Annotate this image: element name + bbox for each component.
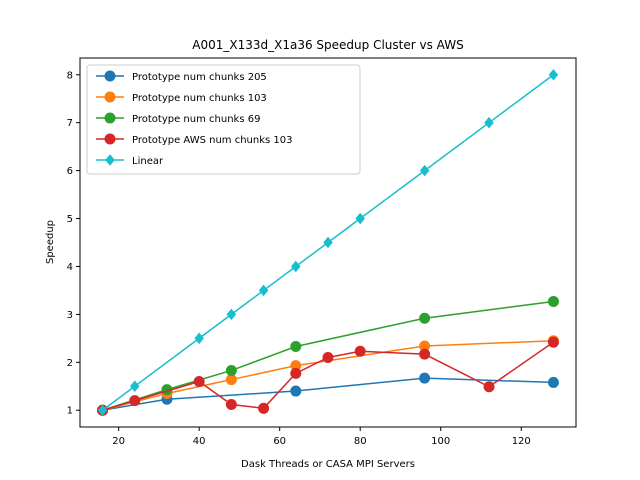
y-tick-label: 4 — [67, 262, 73, 273]
data-point — [226, 308, 237, 321]
x-tick-label: 20 — [112, 436, 125, 447]
series-4 — [97, 336, 559, 416]
legend-marker — [105, 154, 115, 166]
x-tick-label: 80 — [354, 436, 367, 447]
data-point — [419, 372, 431, 384]
data-point — [258, 284, 269, 297]
data-point — [225, 364, 237, 376]
data-point — [322, 352, 334, 364]
y-tick-label: 3 — [67, 310, 73, 321]
data-point — [194, 332, 204, 345]
legend-item: Prototype num chunks 69 — [96, 112, 260, 125]
legend-item: Linear — [96, 154, 164, 167]
series-line — [102, 339, 554, 411]
data-point — [419, 312, 431, 324]
legend-label: Prototype num chunks 205 — [132, 72, 267, 83]
data-point — [484, 116, 494, 129]
legend-item: Prototype AWS num chunks 103 — [96, 133, 293, 146]
y-tick-label: 5 — [67, 214, 73, 225]
data-point — [290, 385, 302, 397]
legend-label: Prototype num chunks 103 — [132, 93, 267, 104]
legend: Prototype num chunks 205 Prototype num ch… — [86, 64, 361, 175]
legend-label: Linear — [132, 156, 164, 167]
legend-marker — [104, 91, 116, 103]
series-line — [102, 300, 554, 411]
data-point — [354, 345, 366, 357]
x-tick-label: 40 — [193, 436, 206, 447]
x-axis-ticks: 20 40 60 80 100 120 — [112, 427, 531, 447]
x-axis-label: Dask Threads or CASA MPI Servers — [241, 459, 415, 470]
y-tick-label: 8 — [67, 70, 73, 81]
y-tick-label: 1 — [67, 406, 73, 417]
chart-title: A001_X133d_X1a36 Speedup Cluster vs AWS — [192, 38, 463, 52]
series-5 — [97, 68, 559, 417]
data-point — [419, 164, 430, 177]
data-point — [419, 348, 431, 360]
data-point — [547, 376, 559, 388]
data-point — [290, 367, 302, 379]
data-point — [548, 68, 559, 81]
data-point — [355, 212, 365, 225]
data-point — [547, 295, 559, 307]
y-axis-ticks: 1 2 3 4 5 6 7 8 — [67, 70, 80, 417]
data-point — [193, 375, 205, 387]
data-point — [225, 398, 237, 410]
plot-area — [97, 68, 559, 417]
x-tick-label: 100 — [431, 436, 450, 447]
legend-marker — [104, 70, 116, 82]
data-point — [547, 336, 559, 348]
y-tick-label: 2 — [67, 358, 73, 369]
x-tick-label: 60 — [273, 436, 286, 447]
data-point — [291, 260, 301, 273]
y-tick-label: 6 — [67, 166, 73, 177]
data-point — [225, 374, 237, 386]
data-point — [97, 404, 108, 417]
data-point — [258, 402, 270, 414]
plot-frame — [79, 57, 577, 428]
legend-label: Prototype num chunks 69 — [132, 114, 260, 125]
y-axis-label: Speedup — [45, 220, 56, 264]
legend-item: Prototype num chunks 103 — [96, 91, 267, 104]
legend-marker — [104, 112, 116, 124]
legend-label: Prototype AWS num chunks 103 — [132, 135, 293, 146]
data-point — [290, 340, 302, 352]
data-point — [323, 236, 333, 249]
x-tick-label: 120 — [512, 436, 531, 447]
data-point — [483, 381, 495, 393]
data-point — [130, 380, 140, 393]
legend-item: Prototype num chunks 205 — [96, 70, 267, 83]
legend-marker — [104, 133, 116, 145]
data-point — [129, 395, 141, 407]
legend-box — [86, 64, 361, 175]
y-tick-label: 7 — [67, 118, 73, 129]
